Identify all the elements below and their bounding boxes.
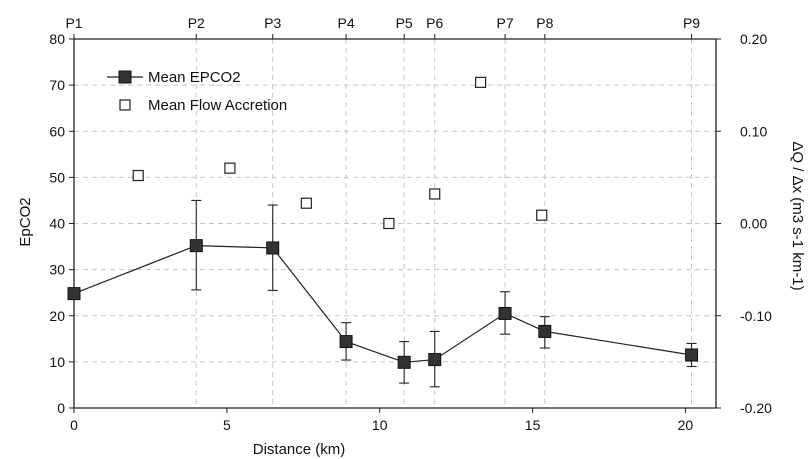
x-tick-label: 0: [70, 417, 78, 433]
site-label: P4: [338, 15, 355, 31]
grid: [73, 38, 716, 408]
legend-marker-mean-epco2: [118, 70, 132, 84]
flow-accretion-point: [224, 162, 236, 174]
y-tick-label: 30: [49, 262, 65, 278]
site-label: P9: [683, 15, 700, 31]
y2-tick-label: 0.00: [740, 216, 767, 232]
epco2-point: [498, 306, 512, 320]
epco2-point: [189, 239, 203, 253]
epco2-point: [339, 335, 353, 349]
axes: [69, 34, 721, 413]
y2-tick-label: 0.10: [740, 123, 767, 139]
legend-marker-flow-accretion: [119, 99, 131, 111]
epco2-point: [266, 241, 280, 255]
series: [67, 76, 699, 388]
y-tick-label: 10: [49, 354, 65, 370]
epco2-point: [67, 287, 81, 301]
y-tick-label: 60: [49, 123, 65, 139]
flow-accretion-point: [536, 209, 548, 221]
epco2-point: [397, 355, 411, 369]
site-label: P5: [396, 15, 413, 31]
y-tick-label: 80: [49, 31, 65, 47]
y-axis-title: EpCO2: [17, 197, 34, 246]
flow-accretion-point: [475, 76, 487, 88]
x-tick-label: 15: [525, 417, 541, 433]
y2-axis-title: ΔQ / Δx (m3 s-1 km-1): [789, 141, 806, 290]
site-labels: P1 P2 P3 P4 P5 P6 P7 P8 P9: [65, 15, 700, 31]
tick-labels: 0 10 20 30 40 50 60 70 80 -0.20 -0.10 0.00 0.10 0.20 0…: [49, 31, 772, 433]
flow-accretion-point: [429, 188, 441, 200]
site-label: P7: [496, 15, 513, 31]
site-label: P8: [536, 15, 553, 31]
y2-tick-label: 0.20: [740, 31, 767, 47]
epco2-point: [428, 353, 442, 367]
x-axis-title: Distance (km): [253, 441, 346, 458]
site-label: P1: [65, 15, 82, 31]
y-tick-label: 70: [49, 77, 65, 93]
y2-tick-label: -0.20: [740, 400, 772, 416]
epco2-point: [685, 348, 699, 362]
y-tick-label: 20: [49, 308, 65, 324]
site-label: P3: [264, 15, 281, 31]
legend-label-mean-epco2: Mean EPCO2: [148, 69, 241, 86]
flow-accretion-point: [132, 169, 144, 182]
legend: Mean EPCO2 Mean Flow Accretion: [107, 69, 287, 114]
y-tick-label: 0: [57, 400, 65, 416]
site-label: P2: [188, 15, 205, 31]
epco2-point: [538, 324, 552, 338]
x-tick-label: 5: [223, 417, 231, 433]
y-tick-label: 40: [49, 216, 65, 232]
x-tick-label: 20: [678, 417, 694, 433]
series-line-mean-epco2: [73, 244, 692, 363]
y-tick-label: 50: [49, 169, 65, 185]
legend-label-flow-accretion: Mean Flow Accretion: [148, 97, 287, 114]
x-tick-label: 10: [372, 417, 388, 433]
site-label: P6: [426, 15, 443, 31]
flow-accretion-point: [383, 217, 395, 230]
y2-tick-label: -0.10: [740, 308, 772, 324]
flow-accretion-point: [300, 197, 312, 209]
